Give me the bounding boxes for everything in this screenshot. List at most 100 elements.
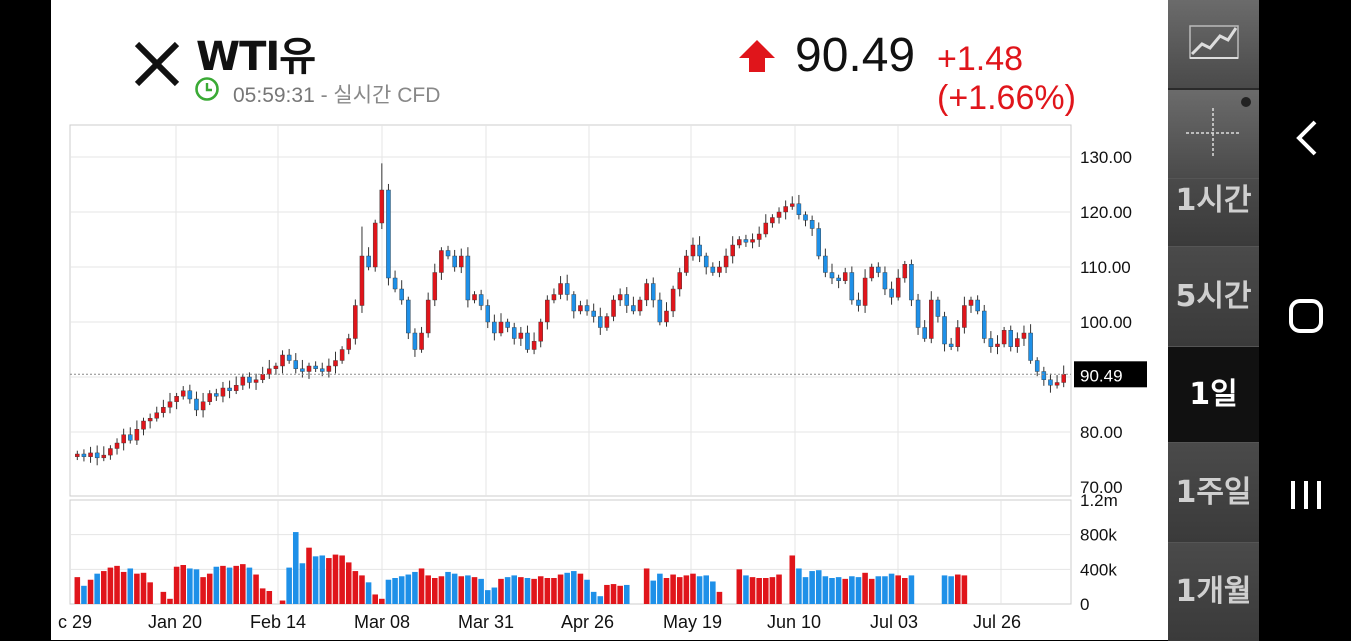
volume-bar (610, 584, 617, 604)
candle (121, 434, 126, 444)
range-1w-button[interactable]: 1주일 (1168, 442, 1259, 543)
candle (717, 266, 722, 273)
candle (922, 327, 927, 339)
volume-bar (504, 577, 511, 604)
instrument-title: WTI유 (196, 34, 316, 80)
arrow-up-icon (739, 40, 775, 72)
last-price-label: 90.49 (1080, 366, 1123, 385)
volume-tick-label: 0 (1080, 595, 1089, 614)
candle (386, 189, 391, 279)
x-tick-label: c 29 (58, 612, 92, 632)
candle (770, 217, 775, 224)
volume-bar (385, 579, 392, 604)
candle (823, 255, 828, 273)
volume-bar (888, 573, 895, 604)
volume-tick-label: 1.2m (1080, 491, 1118, 510)
candle (141, 420, 146, 430)
chart-type-button[interactable] (1168, 0, 1259, 90)
x-tick-label: Feb 14 (250, 612, 306, 632)
candle (220, 387, 226, 397)
volume-bar (736, 569, 743, 604)
candle (108, 448, 113, 456)
volume-bar (756, 578, 762, 604)
candle (445, 250, 451, 257)
candle (81, 453, 87, 457)
candle (776, 211, 782, 218)
candle (306, 365, 312, 372)
crosshair-button[interactable] (1168, 90, 1259, 180)
candle (836, 277, 841, 281)
volume-bar (670, 574, 676, 604)
volume-bar (564, 572, 570, 604)
candle (333, 360, 338, 367)
volume-bar (657, 573, 663, 604)
volume-bar (286, 567, 292, 604)
range-5h-button[interactable]: 5시간 (1168, 246, 1259, 347)
back-icon[interactable] (1259, 98, 1351, 178)
candlestick-chart[interactable]: 90.49 130.00 120.00 110.00 100.00 80.00 70.001… (0, 0, 1168, 640)
candle (280, 354, 285, 367)
candle (737, 239, 742, 246)
candle (114, 442, 120, 449)
candle (174, 396, 179, 402)
volume-bar (412, 571, 418, 604)
close-icon[interactable] (129, 38, 185, 90)
volume-bar (187, 568, 193, 604)
candle (75, 453, 80, 457)
candle (1054, 382, 1060, 386)
volume-bar (557, 574, 564, 604)
volume-bar (299, 563, 306, 604)
candle (1028, 332, 1033, 361)
candle (743, 239, 749, 243)
candle (240, 376, 246, 386)
volume-tick-label: 800k (1080, 526, 1117, 545)
candle (796, 203, 802, 215)
volume-bar (339, 555, 345, 604)
price-tick-label: 70.00 (1080, 478, 1123, 497)
volume-bar (484, 590, 491, 604)
candle (1021, 332, 1027, 339)
candle (253, 379, 259, 383)
volume-bar (451, 573, 458, 604)
volume-bar (650, 580, 657, 604)
quote-time: 05:59:31 (233, 84, 315, 107)
volume-bar (292, 532, 299, 604)
recent-apps-icon[interactable] (1259, 455, 1351, 535)
candle (882, 272, 888, 290)
x-tick-label: Jun 10 (767, 612, 821, 632)
candle (611, 299, 616, 317)
candle (909, 264, 914, 301)
range-1h-button[interactable]: 1시간 (1168, 178, 1259, 247)
volume-bar (809, 571, 815, 604)
volume-bar (663, 578, 670, 604)
candle (690, 244, 696, 257)
volume-bar (114, 565, 120, 604)
candle (207, 393, 212, 402)
range-1d-button[interactable]: 1일 (1168, 346, 1259, 443)
volume-bar (173, 566, 180, 604)
volume-bar (200, 577, 206, 604)
volume-bar (690, 573, 696, 604)
candle (710, 266, 716, 273)
volume-bar (101, 571, 107, 604)
candle (94, 452, 100, 459)
candle (703, 255, 709, 268)
candle (849, 272, 855, 301)
volume-bar (379, 598, 385, 604)
candle (975, 299, 980, 312)
candle (392, 277, 398, 290)
candle (617, 294, 623, 301)
volume-bar (306, 547, 312, 604)
candle (154, 412, 160, 419)
range-1m-button[interactable]: 1개월 (1168, 542, 1259, 641)
volume-bar (438, 576, 445, 604)
home-icon[interactable] (1259, 277, 1351, 357)
candle (842, 272, 848, 281)
volume-bar (948, 576, 954, 604)
volume-bar (842, 578, 849, 604)
volume-bar (577, 573, 584, 604)
volume-bar (902, 578, 908, 604)
volume-bar (140, 572, 147, 604)
volume-bar (418, 568, 425, 604)
volume-bar (597, 596, 604, 604)
